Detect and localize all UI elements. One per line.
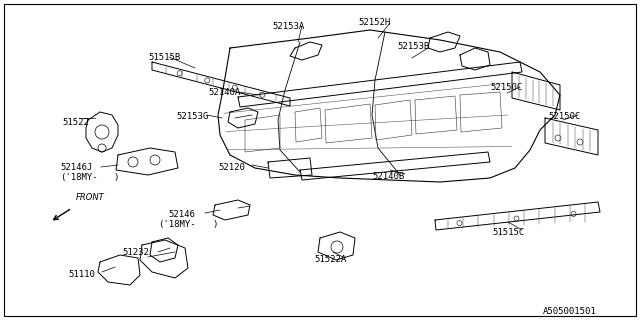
Text: 51522A: 51522A (314, 255, 346, 264)
Text: 51515C: 51515C (492, 228, 524, 237)
Text: 51522: 51522 (62, 118, 89, 127)
Text: 52146: 52146 (168, 210, 195, 219)
Text: 52146J: 52146J (60, 163, 92, 172)
Text: 51110: 51110 (68, 270, 95, 279)
Text: 52153A: 52153A (272, 22, 304, 31)
Text: 52153G: 52153G (176, 112, 208, 121)
Text: 51515B: 51515B (148, 53, 180, 62)
Text: 52120: 52120 (218, 163, 245, 172)
Text: 52150C: 52150C (548, 112, 580, 121)
Text: 52152H: 52152H (358, 18, 390, 27)
Text: ): ) (212, 220, 218, 229)
Text: ('18MY-: ('18MY- (60, 173, 98, 182)
Text: FRONT: FRONT (76, 193, 105, 202)
Text: 52140A: 52140A (208, 88, 240, 97)
Text: 51232: 51232 (122, 248, 149, 257)
Text: ('18MY-: ('18MY- (158, 220, 196, 229)
Text: 52140B: 52140B (372, 172, 404, 181)
Text: 52153B: 52153B (397, 42, 429, 51)
Text: 52150C: 52150C (490, 83, 522, 92)
Text: ): ) (113, 173, 118, 182)
Text: A505001501: A505001501 (543, 307, 596, 316)
